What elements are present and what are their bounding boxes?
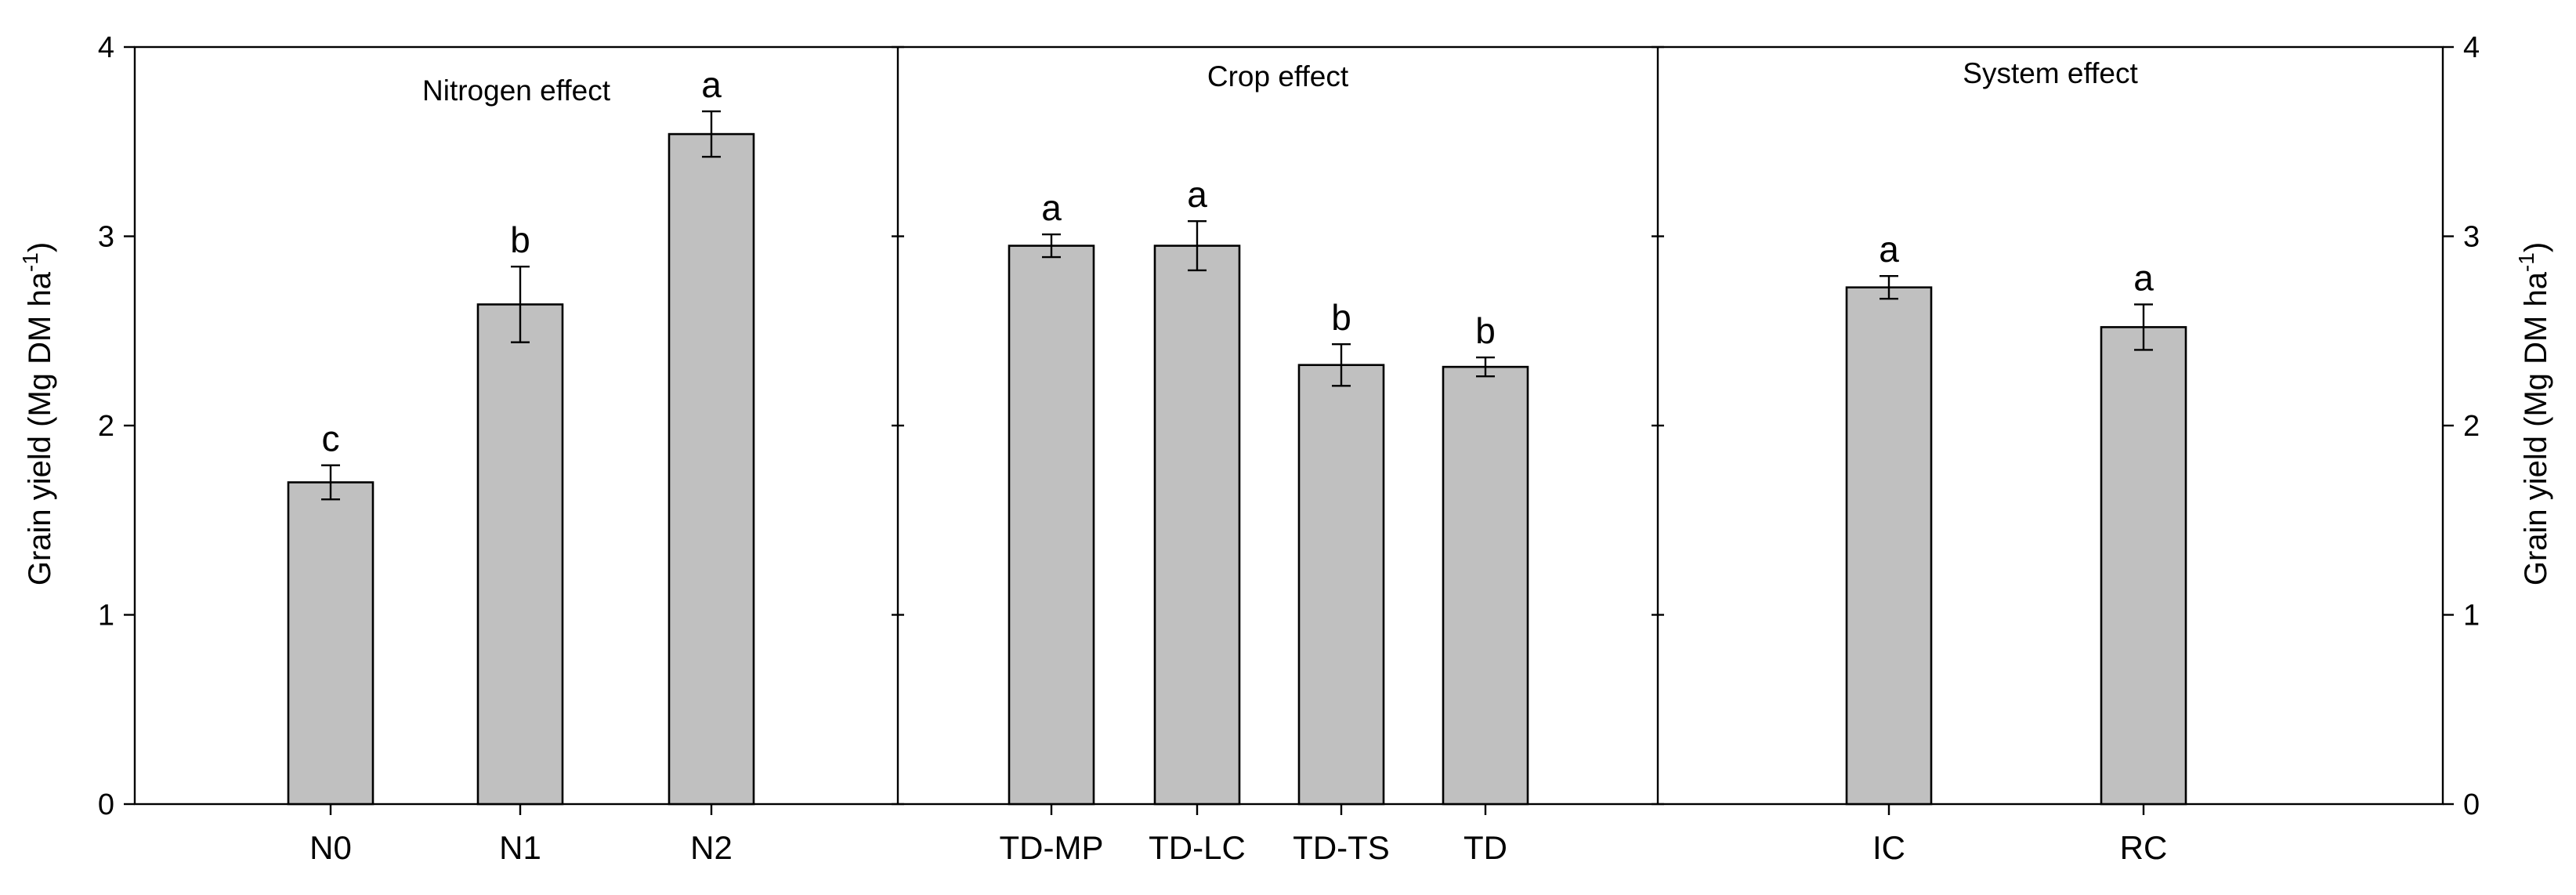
significance-letter: a (1879, 229, 1899, 270)
significance-letter: a (2133, 257, 2154, 298)
significance-letter: c (322, 419, 340, 459)
y-tick-label: 4 (98, 31, 114, 64)
bar (476, 303, 564, 806)
y-tick-label: 2 (98, 410, 114, 443)
ylabel-main: Grain yield (Mg DM ha (23, 271, 57, 585)
panel-title: Crop effect (1207, 60, 1349, 92)
panel-1: Crop effect a TD-MP a TD-LC b TD-TS b TD (1000, 60, 1529, 866)
x-tick-label: TD-LC (1149, 829, 1246, 866)
significance-letter: a (1187, 174, 1207, 215)
x-tick-label: N0 (309, 829, 352, 866)
bar (1845, 286, 1933, 806)
x-tick-label: N1 (499, 829, 541, 866)
significance-letter: a (701, 64, 722, 105)
bar (287, 481, 374, 806)
significance-letter: a (1041, 187, 1062, 228)
left-y-axis-title: Grain yield (Mg DM ha-1) (18, 242, 57, 585)
x-tick-label: TD-TS (1293, 829, 1390, 866)
bar (1442, 365, 1529, 806)
significance-letter: b (1331, 297, 1351, 338)
x-tick-label: N2 (690, 829, 733, 866)
x-tick-label: TD (1463, 829, 1507, 866)
right-y-axis: 0 1 2 3 4 (2443, 31, 2480, 821)
ylabel-superscript: -1 (2514, 252, 2538, 272)
left-y-axis: 0 1 2 3 4 (98, 31, 1664, 821)
panel-title: System effect (1963, 57, 2138, 89)
bar (2100, 326, 2187, 806)
ylabel-close: ) (23, 242, 57, 252)
y-tick-label: 2 (2463, 410, 2480, 443)
y-tick-label: 3 (2463, 221, 2480, 254)
bar (1008, 245, 1095, 806)
significance-letter: b (510, 219, 530, 260)
x-tick-label: TD-MP (1000, 829, 1104, 866)
panel-2: System effect a IC a RC (1845, 57, 2187, 866)
right-y-axis-title: Grain yield (Mg DM ha-1) (2514, 242, 2553, 585)
y-tick-label: 1 (2463, 600, 2480, 632)
y-tick-label: 3 (98, 221, 114, 254)
significance-letter: b (1475, 310, 1496, 351)
x-tick-label: RC (2120, 829, 2168, 866)
bar (1153, 245, 1241, 806)
ylabel-close: ) (2519, 242, 2553, 252)
y-tick-label: 0 (98, 788, 114, 821)
panels: Nitrogen effect c N0 b N1 a N2 Crop effect a TD-M… (287, 57, 2187, 866)
y-tick-label: 0 (2463, 788, 2480, 821)
panel-0: Nitrogen effect c N0 b N1 a N2 (287, 64, 755, 866)
ylabel-superscript: -1 (18, 252, 42, 272)
ylabel-main: Grain yield (Mg DM ha (2519, 271, 2553, 585)
bar (1297, 364, 1385, 806)
x-tick-label: IC (1872, 829, 1905, 866)
bar (668, 132, 755, 806)
panel-title: Nitrogen effect (422, 74, 611, 107)
y-tick-label: 1 (98, 600, 114, 632)
y-tick-label: 4 (2463, 31, 2480, 64)
